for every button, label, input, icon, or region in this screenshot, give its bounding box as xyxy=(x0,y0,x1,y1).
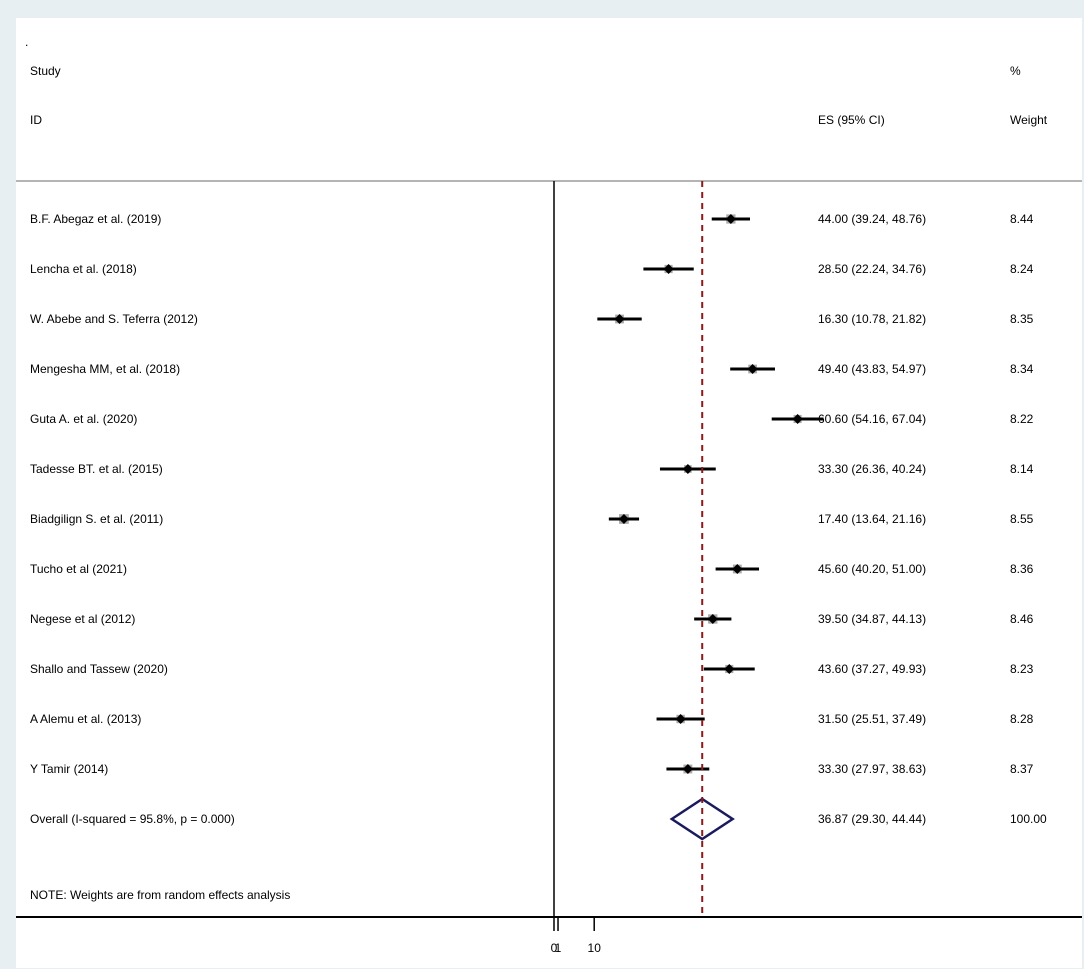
header-es-ci: ES (95% CI) xyxy=(818,113,885,127)
study-row: Tucho et al (2021) 45.60 (40.20, 51.00) 8.… xyxy=(30,562,1034,576)
weight-value: 8.28 xyxy=(1010,712,1034,726)
study-row: W. Abebe and S. Teferra (2012) 16.30 (10.… xyxy=(30,312,1034,326)
header-study: Study xyxy=(30,64,61,78)
weight-value: 8.24 xyxy=(1010,262,1034,276)
study-row: Lencha et al. (2018) 28.50 (22.24, 34.76)… xyxy=(30,262,1034,276)
study-row: Y Tamir (2014) 33.30 (27.97, 38.63) 8.37 xyxy=(30,762,1034,776)
x-tick-label: 1 xyxy=(555,941,562,955)
header-dot: . xyxy=(25,35,28,49)
es-ci-value: 39.50 (34.87, 44.13) xyxy=(818,612,926,626)
weight-value: 8.35 xyxy=(1010,312,1034,326)
point-estimate xyxy=(732,564,743,574)
overall-row: Overall (I-squared = 95.8%, p = 0.000) 36… xyxy=(30,797,1047,841)
study-row: Tadesse BT. et al. (2015) 33.30 (26.36, 4… xyxy=(30,462,1034,476)
es-ci-value: 43.60 (37.27, 49.93) xyxy=(818,662,926,676)
overall-diamond xyxy=(669,797,735,841)
footnote: NOTE: Weights are from random effects an… xyxy=(30,888,290,902)
es-ci-value: 31.50 (25.51, 37.49) xyxy=(818,712,926,726)
point-estimate xyxy=(663,264,674,274)
point-estimate xyxy=(675,714,686,724)
point-estimate xyxy=(792,414,803,424)
point-estimate xyxy=(747,364,758,374)
study-label: Biadgilign S. et al. (2011) xyxy=(30,512,163,526)
es-ci-value: 17.40 (13.64, 21.16) xyxy=(818,512,926,526)
es-ci-value: 45.60 (40.20, 51.00) xyxy=(818,562,926,576)
study-label: Tucho et al (2021) xyxy=(30,562,127,576)
weight-value: 8.22 xyxy=(1010,412,1034,426)
weight-value: 8.34 xyxy=(1010,362,1034,376)
header-percent: % xyxy=(1010,64,1021,78)
study-label: A Alemu et al. (2013) xyxy=(30,712,141,726)
weight-value: 8.55 xyxy=(1010,512,1034,526)
weight-value: 8.37 xyxy=(1010,762,1034,776)
point-estimate xyxy=(614,314,625,324)
overall-label: Overall (I-squared = 95.8%, p = 0.000) xyxy=(30,812,235,826)
study-row: Biadgilign S. et al. (2011) 17.40 (13.64,… xyxy=(30,512,1034,526)
point-estimate xyxy=(682,764,693,774)
study-label: B.F. Abegaz et al. (2019) xyxy=(30,212,161,226)
study-row: Mengesha MM, et al. (2018) 49.40 (43.83, … xyxy=(30,362,1034,376)
study-label: Negese et al (2012) xyxy=(30,612,135,626)
study-label: Mengesha MM, et al. (2018) xyxy=(30,362,180,376)
weight-value: 8.36 xyxy=(1010,562,1034,576)
es-ci-value: 16.30 (10.78, 21.82) xyxy=(818,312,926,326)
plot-panel xyxy=(16,18,1082,968)
x-tick-label: 10 xyxy=(588,941,602,955)
es-ci-value: 33.30 (27.97, 38.63) xyxy=(818,762,926,776)
header-id: ID xyxy=(30,113,42,127)
es-ci-value: 33.30 (26.36, 40.24) xyxy=(818,462,926,476)
es-ci-value: 60.60 (54.16, 67.04) xyxy=(818,412,926,426)
es-ci-value: 49.40 (43.83, 54.97) xyxy=(818,362,926,376)
point-estimate xyxy=(724,664,735,674)
overall-es-ci: 36.87 (29.30, 44.44) xyxy=(818,812,926,826)
study-row: Guta A. et al. (2020) 60.60 (54.16, 67.04… xyxy=(30,412,1034,426)
study-row: A Alemu et al. (2013) 31.50 (25.51, 37.49… xyxy=(30,712,1034,726)
point-estimate xyxy=(725,214,736,224)
point-estimate xyxy=(618,514,629,524)
es-ci-value: 44.00 (39.24, 48.76) xyxy=(818,212,926,226)
weight-value: 8.46 xyxy=(1010,612,1034,626)
study-label: Tadesse BT. et al. (2015) xyxy=(30,462,163,476)
weight-value: 8.44 xyxy=(1010,212,1034,226)
weight-value: 8.14 xyxy=(1010,462,1034,476)
study-label: Lencha et al. (2018) xyxy=(30,262,137,276)
study-label: Shallo and Tassew (2020) xyxy=(30,662,168,676)
study-row: B.F. Abegaz et al. (2019) 44.00 (39.24, 4… xyxy=(30,212,1034,226)
point-estimate xyxy=(682,464,693,474)
es-ci-value: 28.50 (22.24, 34.76) xyxy=(818,262,926,276)
header-weight: Weight xyxy=(1010,113,1048,127)
weight-value: 8.23 xyxy=(1010,662,1034,676)
x-tick-label: 0 xyxy=(551,941,558,955)
study-label: W. Abebe and S. Teferra (2012) xyxy=(30,312,198,326)
study-row: Shallo and Tassew (2020) 43.60 (37.27, 49… xyxy=(30,662,1034,676)
study-row: Negese et al (2012) 39.50 (34.87, 44.13) 8… xyxy=(30,612,1034,626)
overall-weight: 100.00 xyxy=(1010,812,1047,826)
point-estimate xyxy=(707,614,718,624)
study-label: Guta A. et al. (2020) xyxy=(30,412,137,426)
study-label: Y Tamir (2014) xyxy=(30,762,108,776)
